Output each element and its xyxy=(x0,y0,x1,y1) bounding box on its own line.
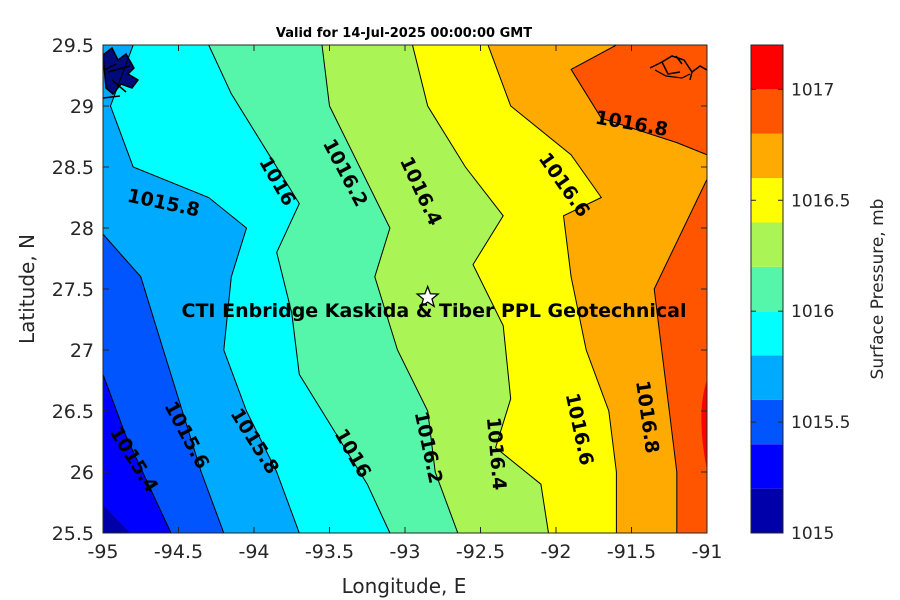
contour-line-1016.6 xyxy=(487,45,617,533)
x-tick-label: -91.5 xyxy=(607,541,656,563)
contour-line-1016 xyxy=(208,45,391,533)
y-tick-label: 27.5 xyxy=(52,279,94,301)
colorbar-label: Surface Pressure, mb xyxy=(868,199,888,380)
contour-lines xyxy=(103,45,707,533)
y-axis-ticks: 25.5 26 26.5 27 27.5 28 28.5 29 29.5 xyxy=(52,35,707,545)
x-tick-label: -95 xyxy=(87,541,118,563)
band-1016.6 xyxy=(488,45,707,533)
colorbar-segment xyxy=(751,488,783,533)
colorbar-segment xyxy=(751,133,783,179)
x-tick-label: -93.5 xyxy=(305,541,354,563)
star-marker xyxy=(415,284,440,308)
contour-line-1016.4 xyxy=(412,45,549,533)
colorbar-tick-label: 1015 xyxy=(791,524,834,544)
y-axis-label: Latitude, N xyxy=(15,234,39,344)
colorbar-segment xyxy=(751,222,783,267)
colorbar-tick-label: 1016.5 xyxy=(791,191,850,211)
x-tick-label: -94 xyxy=(238,541,269,563)
band-1017 xyxy=(701,380,707,470)
colorbar-tick-label: 1017 xyxy=(791,80,834,100)
colorbar-tick-label: 1015.5 xyxy=(791,413,850,433)
chart-title: Valid for 14-Jul-2025 00:00:00 GMT xyxy=(276,26,532,41)
colorbar-segment xyxy=(751,399,783,445)
contour-line-1015.4 xyxy=(103,374,172,533)
y-tick-label: 29 xyxy=(70,96,94,118)
colorbar: 1015 1015.5 1016 1016.5 1017 xyxy=(750,44,850,544)
y-tick-label: 29.5 xyxy=(52,35,94,57)
colorbar-segment xyxy=(751,444,783,489)
colorbar-tick-label: 1016 xyxy=(791,302,834,322)
y-tick-label: 28 xyxy=(70,218,94,240)
coastline xyxy=(103,46,707,99)
site-annotation: CTI Enbridge Kaskida & Tiber PPL Geotech… xyxy=(182,300,687,322)
band-1015 xyxy=(103,505,130,533)
y-tick-label: 25.5 xyxy=(52,523,94,545)
plot-area: 1015.41015.61015.81015.8101610161016.210… xyxy=(102,44,708,534)
colorbar-segment xyxy=(751,89,783,134)
contour-line-1015.8 xyxy=(109,45,300,533)
y-tick-label: 26 xyxy=(70,462,94,484)
contour-line-1016.8 xyxy=(653,178,707,533)
colorbar-segment xyxy=(751,178,783,223)
y-tick-label: 27 xyxy=(70,340,94,362)
x-tick-label: -92 xyxy=(540,541,571,563)
x-tick-label: -92.5 xyxy=(456,541,505,563)
colorbar-segment xyxy=(751,355,783,400)
contour-line-1016.2 xyxy=(321,45,459,533)
y-tick-label: 26.5 xyxy=(52,401,94,423)
x-tick-label: -93 xyxy=(389,541,420,563)
band-1016.8 xyxy=(654,179,707,533)
x-axis-ticks: -95 -94.5 -94 -93.5 -93 -92.5 -92 -91.5 -91 xyxy=(87,45,723,563)
colorbar-segment xyxy=(751,311,783,356)
pressure-fill-bands xyxy=(103,45,707,533)
x-tick-label: -94.5 xyxy=(154,541,203,563)
site-marker xyxy=(415,284,440,308)
contour-line-1015.6 xyxy=(103,233,225,533)
x-tick-label: -91 xyxy=(691,541,722,563)
x-axis-label: Longitude, E xyxy=(342,574,467,598)
colorbar-segment xyxy=(751,266,783,312)
contour-line-1016.8 xyxy=(570,45,707,156)
y-tick-label: 28.5 xyxy=(52,157,94,179)
colorbar-frame xyxy=(750,44,784,534)
colorbar-segment xyxy=(751,45,783,90)
